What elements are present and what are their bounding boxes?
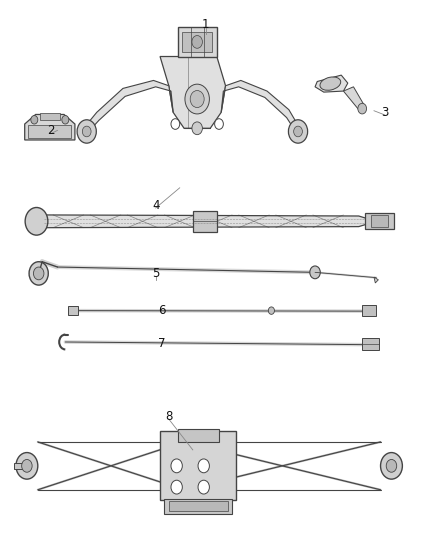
Text: 3: 3 (381, 106, 389, 119)
Polygon shape (84, 80, 173, 135)
Circle shape (25, 207, 48, 235)
Circle shape (190, 91, 204, 108)
Bar (14, 463, 26, 469)
Circle shape (171, 459, 182, 473)
Ellipse shape (320, 77, 341, 90)
Bar (177, 27, 217, 56)
Circle shape (310, 266, 320, 279)
Circle shape (62, 116, 69, 124)
Text: 2: 2 (47, 124, 55, 138)
Circle shape (192, 36, 202, 49)
Circle shape (82, 126, 91, 137)
Circle shape (386, 459, 397, 472)
Circle shape (268, 307, 275, 314)
Bar (365, 213, 394, 229)
Circle shape (16, 453, 38, 479)
Bar (169, 502, 228, 511)
Polygon shape (36, 215, 374, 228)
Circle shape (171, 119, 180, 130)
Circle shape (381, 453, 403, 479)
Circle shape (288, 120, 307, 143)
Circle shape (358, 103, 367, 114)
Polygon shape (221, 80, 300, 135)
Bar (182, 31, 212, 52)
Bar (362, 305, 376, 316)
Bar (177, 429, 219, 442)
Circle shape (198, 459, 209, 473)
Text: 6: 6 (159, 304, 166, 317)
Circle shape (31, 116, 38, 124)
Bar (164, 499, 232, 514)
Circle shape (192, 122, 202, 135)
Circle shape (293, 126, 302, 137)
Circle shape (29, 262, 48, 285)
Polygon shape (374, 277, 378, 283)
Text: 1: 1 (202, 18, 210, 31)
Circle shape (33, 267, 44, 280)
Circle shape (198, 480, 209, 494)
Circle shape (185, 84, 209, 114)
Text: 8: 8 (165, 410, 173, 423)
Bar (68, 306, 78, 315)
Bar (371, 215, 389, 227)
Circle shape (77, 120, 96, 143)
Polygon shape (315, 75, 348, 92)
Bar (28, 125, 71, 138)
Text: 7: 7 (159, 337, 166, 350)
Polygon shape (25, 115, 75, 140)
Circle shape (171, 480, 182, 494)
Circle shape (21, 459, 32, 472)
Polygon shape (160, 56, 226, 128)
Text: 5: 5 (152, 267, 159, 280)
Polygon shape (343, 87, 365, 110)
Bar (160, 431, 237, 500)
Bar (362, 338, 379, 350)
Bar (40, 114, 60, 120)
Circle shape (215, 119, 223, 130)
Bar (193, 211, 217, 232)
Text: 4: 4 (152, 199, 159, 212)
